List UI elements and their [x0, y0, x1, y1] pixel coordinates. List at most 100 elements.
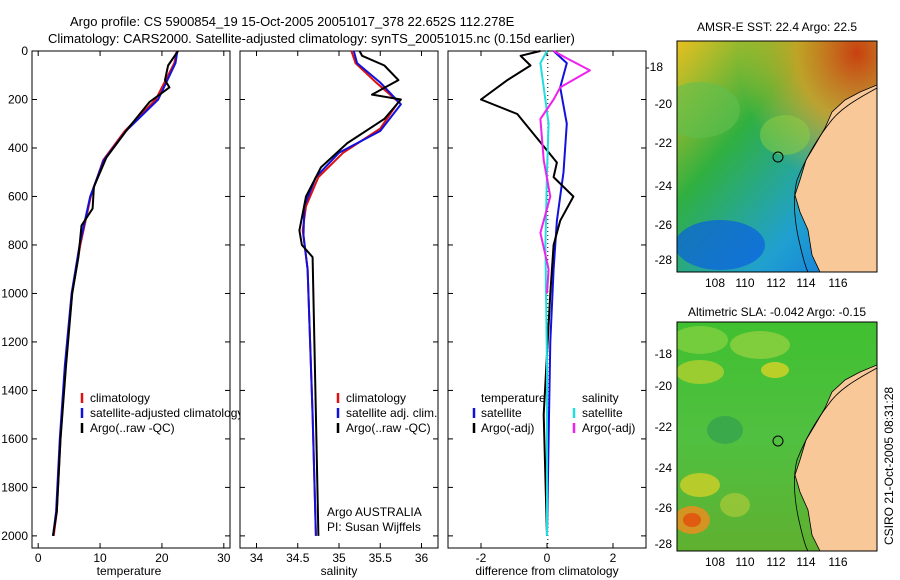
x-tick-label: -2: [476, 551, 487, 565]
y-tick-label: 800: [8, 238, 28, 252]
y-tick-label: 1200: [1, 335, 28, 349]
bathymetry-contour: [794, 87, 877, 272]
x-tick-label: 36: [415, 551, 429, 565]
legend-heading-salinity: salinity: [582, 391, 619, 405]
temperature-legend: climatology satellite-adjusted climatolo…: [80, 391, 243, 435]
y-tick-label: 1800: [1, 480, 28, 494]
series-temperature-satellite: [546, 50, 568, 536]
land-mass: [794, 322, 877, 551]
legend-label-satellite: satellite adj. clim.: [346, 406, 437, 420]
credit-stamp: CSIRO 21-Oct-2005 08:31:28: [882, 387, 896, 545]
sst-ytick: -18: [646, 60, 664, 74]
y-tick-label: 1600: [1, 432, 28, 446]
difference-lines: [480, 50, 591, 536]
salinity-lines: [298, 50, 402, 536]
temperature-panel: 0 10 20 30 0 200 400 600 800 1000 1200 1400 1600 1800…: [1, 44, 243, 578]
sla-ytick: -26: [655, 501, 673, 515]
temperature-xlabel: temperature: [97, 564, 162, 578]
series-salinity-argo-adj: [539, 50, 591, 294]
x-tick-label: 10: [93, 551, 107, 565]
salinity-legend: climatology satellite adj. clim. Argo(..…: [336, 391, 437, 435]
bathymetry-contour: [794, 367, 877, 551]
difference-xlabel: difference from climatology: [475, 564, 618, 578]
sla-xtick: 116: [828, 555, 847, 569]
sst-xtick: 114: [796, 276, 815, 290]
salinity-panel: 34 34.5 35 35.5 36 salinity climatology sate…: [239, 50, 439, 578]
sla-map-title: Altimetric SLA: -0.042 Argo: -0.15: [688, 305, 866, 319]
sla-ytick: -24: [655, 461, 673, 475]
series-argo-raw-qc: [52, 50, 179, 537]
legend-label-argo: Argo(..raw -QC): [90, 421, 175, 435]
sst-ytick: -26: [655, 218, 673, 232]
x-tick-label: 34.5: [286, 551, 310, 565]
x-tick-label: 35.5: [369, 551, 393, 565]
sst-xtick: 116: [828, 276, 847, 290]
temperature-ticks: 0 10 20 30 0 200 400 600 800 1000 1200 1400 1600 1800…: [1, 44, 231, 565]
argo-location-marker: [772, 151, 784, 163]
sst-xtick: 108: [705, 276, 725, 290]
salinity-xlabel: salinity: [321, 564, 358, 578]
header-line2: Climatology: CARS2000. Satellite-adjuste…: [48, 31, 575, 46]
sla-xtick: 110: [735, 555, 754, 569]
y-tick-label: 1000: [1, 286, 28, 300]
sla-map-panel: Altimetric SLA: -0.042 Argo: -0.15 -18 -…: [655, 305, 878, 569]
series-argo-raw-qc: [298, 50, 402, 536]
y-tick-label: 1400: [1, 383, 28, 397]
sst-ytick: -22: [655, 136, 673, 150]
sla-xtick: 114: [796, 555, 815, 569]
legend-label-sal-satellite: satellite: [582, 406, 623, 420]
sla-xtick: 108: [705, 555, 725, 569]
header-line1: Argo profile: CS 5900854_19 15-Oct-2005 …: [70, 14, 515, 29]
series-salinity-satellite: [539, 50, 550, 536]
sst-map-image: [677, 41, 877, 272]
x-tick-label: 20: [155, 551, 169, 565]
float-owner-note: Argo AUSTRALIA: [327, 505, 422, 519]
legend-label-temp-argo: Argo(-adj): [481, 421, 534, 435]
y-tick-label: 200: [8, 92, 28, 106]
x-tick-label: 34: [250, 551, 264, 565]
x-tick-label: 35: [332, 551, 346, 565]
x-tick-label: 30: [217, 551, 231, 565]
sla-map-ticks: -18 -20 -22 -24 -26 -28 108 110 112 114 …: [655, 347, 848, 569]
legend-label-climatology: climatology: [346, 391, 406, 405]
sla-ytick: -22: [655, 420, 673, 434]
legend-label-climatology: climatology: [90, 391, 150, 405]
y-tick-label: 0: [21, 44, 28, 58]
sst-map-title: AMSR-E SST: 22.4 Argo: 22.5: [697, 20, 857, 34]
sla-map-image: [677, 322, 877, 551]
legend-label-sal-argo: Argo(-adj): [582, 421, 635, 435]
sst-map-ticks: -18 -20 -22 -24 -26 -28 108 110 112 114 …: [646, 60, 848, 290]
y-tick-label: 2000: [1, 529, 28, 543]
x-tick-label: 0: [35, 551, 42, 565]
x-tick-label: 2: [610, 551, 617, 565]
sla-xtick: 112: [766, 555, 785, 569]
salinity-ticks: 34 34.5 35 35.5 36: [240, 50, 438, 565]
legend-label-temp-satellite: satellite: [481, 406, 522, 420]
float-pi-note: PI: Susan Wijffels: [327, 520, 421, 534]
legend-heading-temperature: temperature: [481, 391, 546, 405]
legend-label-satellite: satellite-adjusted climatology: [90, 406, 243, 420]
sst-ytick: -20: [655, 97, 673, 111]
series-satellite-adj-clim: [302, 50, 402, 536]
sst-ytick: -24: [655, 179, 673, 193]
sst-ytick: -28: [655, 253, 673, 267]
difference-panel: -2 0 2 difference from climatology tempera…: [447, 50, 647, 578]
sst-xtick: 110: [735, 276, 754, 290]
temperature-lines: [52, 50, 179, 537]
y-tick-label: 600: [8, 189, 28, 203]
x-tick-label: 0: [544, 551, 551, 565]
difference-ticks: -2 0 2: [448, 50, 646, 565]
sst-map-panel: AMSR-E SST: 22.4 Argo: 22.5 -18 -20 -22 …: [646, 20, 878, 290]
sst-xtick: 112: [766, 276, 785, 290]
y-tick-label: 400: [8, 141, 28, 155]
difference-legend: temperature satellite Argo(-adj) salinit…: [472, 391, 635, 435]
land-mass: [794, 41, 877, 272]
sla-ytick: -28: [655, 537, 673, 551]
salinity-axes-box: [239, 50, 439, 549]
temperature-axes-box: [31, 50, 231, 549]
sla-ytick: -20: [655, 379, 673, 393]
legend-label-argo: Argo(..raw -QC): [346, 421, 431, 435]
sla-ytick: -18: [655, 347, 673, 361]
series-temperature-argo-adj: [480, 50, 575, 536]
